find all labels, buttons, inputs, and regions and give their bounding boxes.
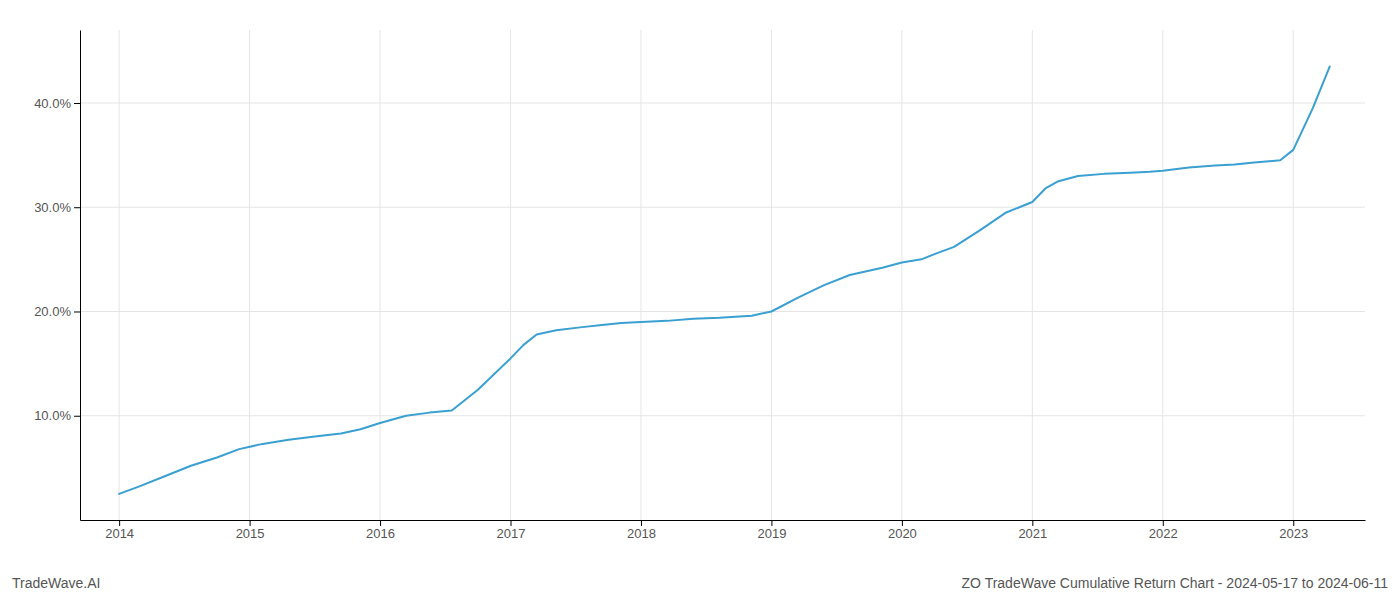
x-tick-label: 2018 — [627, 526, 656, 541]
y-tick-label: 30.0% — [34, 200, 71, 215]
chart-svg: 2014 2015 2016 2017 2018 2019 2020 2021 2022 2023… — [0, 0, 1400, 600]
x-tick-label: 2019 — [757, 526, 786, 541]
grid-line — [1293, 30, 1294, 520]
x-tick-mark — [771, 520, 772, 526]
y-tick-label: 40.0% — [34, 96, 71, 111]
y-tick-label: 10.0% — [34, 408, 71, 423]
y-axis-line — [80, 31, 81, 521]
x-tick: 2015 — [236, 520, 265, 541]
title: ZO TradeWave Cumulative Return Chart - 2… — [962, 575, 1389, 591]
x-tick-label: 2014 — [105, 526, 134, 541]
annotation: TradeWave.AI — [12, 575, 100, 591]
y-tick-mark — [74, 207, 80, 208]
x-axis: 2014 2015 2016 2017 2018 2019 2020 2021 2022 2023 — [81, 520, 1366, 541]
grid-line — [510, 30, 511, 520]
x-tick-mark — [1032, 520, 1033, 526]
grid — [80, 30, 1365, 520]
grid-line — [80, 311, 1365, 312]
grid-line — [80, 415, 1365, 416]
y-tick-mark — [74, 311, 80, 312]
x-tick: 2023 — [1279, 520, 1308, 541]
x-tick-label: 2020 — [888, 526, 917, 541]
grid-line — [771, 30, 772, 520]
x-tick: 2018 — [627, 520, 656, 541]
y-tick-label: 20.0% — [34, 304, 71, 319]
grid-line — [80, 102, 1365, 103]
y-axis: 10.0% 20.0% 30.0% 40.0% — [34, 31, 80, 521]
x-axis-line — [81, 520, 1366, 521]
x-tick: 2016 — [366, 520, 395, 541]
x-tick-label: 2021 — [1018, 526, 1047, 541]
x-tick-label: 2016 — [366, 526, 395, 541]
x-tick-label: 2022 — [1149, 526, 1178, 541]
line — [119, 66, 1330, 493]
x-tick-label: 2023 — [1279, 526, 1308, 541]
x-tick: 2019 — [757, 520, 786, 541]
grid-line — [901, 30, 902, 520]
x-tick-mark — [1163, 520, 1164, 526]
x-tick: 2014 — [105, 520, 134, 541]
chart-container: 2014 2015 2016 2017 2018 2019 2020 2021 2022 2023… — [0, 0, 1400, 600]
x-tick-label: 2015 — [236, 526, 265, 541]
x-tick-mark — [511, 520, 512, 526]
y-tick: 20.0% — [34, 304, 80, 319]
grid-line — [640, 30, 641, 520]
y-tick: 10.0% — [34, 408, 80, 423]
grid-line — [1032, 30, 1033, 520]
x-tick-mark — [1293, 520, 1294, 526]
x-tick-mark — [119, 520, 120, 526]
x-tick-mark — [902, 520, 903, 526]
x-tick: 2021 — [1018, 520, 1047, 541]
y-tick: 40.0% — [34, 96, 80, 111]
y-tick: 30.0% — [34, 200, 80, 215]
grid-line — [380, 30, 381, 520]
plot-area — [119, 66, 1330, 493]
y-tick-mark — [74, 416, 80, 417]
x-tick-label: 2017 — [497, 526, 526, 541]
x-tick-mark — [380, 520, 381, 526]
y-tick-mark — [74, 103, 80, 104]
x-tick-mark — [250, 520, 251, 526]
x-tick: 2020 — [888, 520, 917, 541]
x-tick: 2017 — [497, 520, 526, 541]
x-tick: 2022 — [1149, 520, 1178, 541]
grid-line — [1162, 30, 1163, 520]
grid-line — [119, 30, 120, 520]
x-tick-mark — [641, 520, 642, 526]
grid-line — [80, 207, 1365, 208]
